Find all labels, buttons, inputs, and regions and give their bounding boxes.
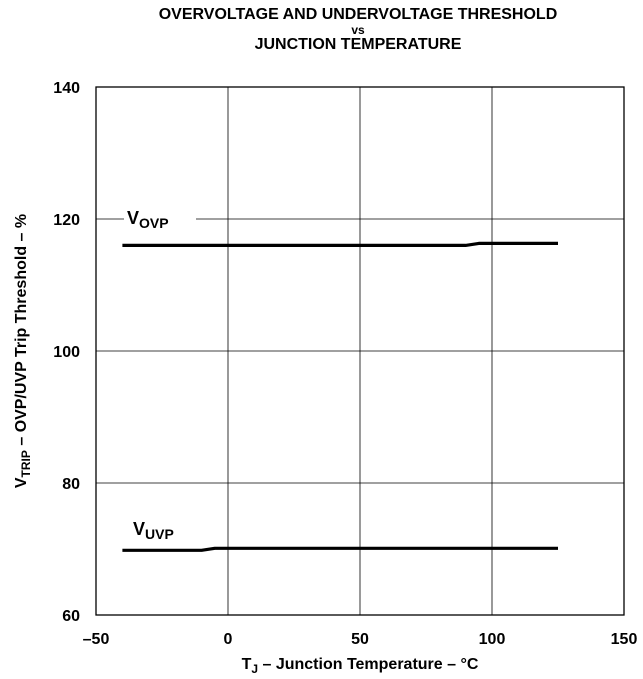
y-tick-label: 100 xyxy=(53,344,80,361)
y-tick-label: 120 xyxy=(53,212,80,229)
y-axis-label-sub: TRIP xyxy=(19,450,33,477)
plot-frame xyxy=(95,86,625,616)
series-label-sub: UVP xyxy=(145,526,174,542)
x-tick-label: 100 xyxy=(479,631,506,648)
y-tick-label: 140 xyxy=(53,80,80,97)
series-line xyxy=(122,241,558,247)
x-tick-label: 50 xyxy=(351,631,369,648)
y-tick-labels: 60 80 100 120 140 xyxy=(53,80,80,625)
y-axis-label-rest: – OVP/UVP Trip Threshold – % xyxy=(13,214,30,450)
x-axis-label-main: T xyxy=(242,656,252,673)
grid xyxy=(96,87,624,615)
x-axis-label: TJ – Junction Temperature – °C xyxy=(242,656,479,676)
chart-title-line-3: JUNCTION TEMPERATURE xyxy=(254,36,462,53)
y-axis-label-main: V xyxy=(13,477,30,488)
y-axis-label: VTRIP – OVP/UVP Trip Threshold – % xyxy=(13,214,33,488)
series-line xyxy=(122,546,558,552)
series-label: VOVP xyxy=(127,208,169,231)
x-axis-label-sub: J xyxy=(251,662,258,676)
y-tick-label: 80 xyxy=(62,476,80,493)
x-tick-label: 0 xyxy=(224,631,233,648)
series-label-main: V xyxy=(127,208,139,228)
series-lines xyxy=(122,241,558,552)
x-axis-label-rest: – Junction Temperature – °C xyxy=(258,656,479,673)
series-label-sub: OVP xyxy=(139,215,169,231)
series-label-main: V xyxy=(133,519,145,539)
chart-title-line-1: OVERVOLTAGE AND UNDERVOLTAGE THRESHOLD xyxy=(158,6,558,23)
x-tick-label: 150 xyxy=(611,631,638,648)
x-tick-labels: –50 0 50 100 150 xyxy=(83,631,638,648)
series-label-background xyxy=(124,208,196,230)
y-tick-label: 60 xyxy=(62,608,80,625)
x-tick-label: –50 xyxy=(83,631,110,648)
series-label: VUVP xyxy=(133,519,174,542)
chart-title-line-2: vs xyxy=(351,23,365,37)
